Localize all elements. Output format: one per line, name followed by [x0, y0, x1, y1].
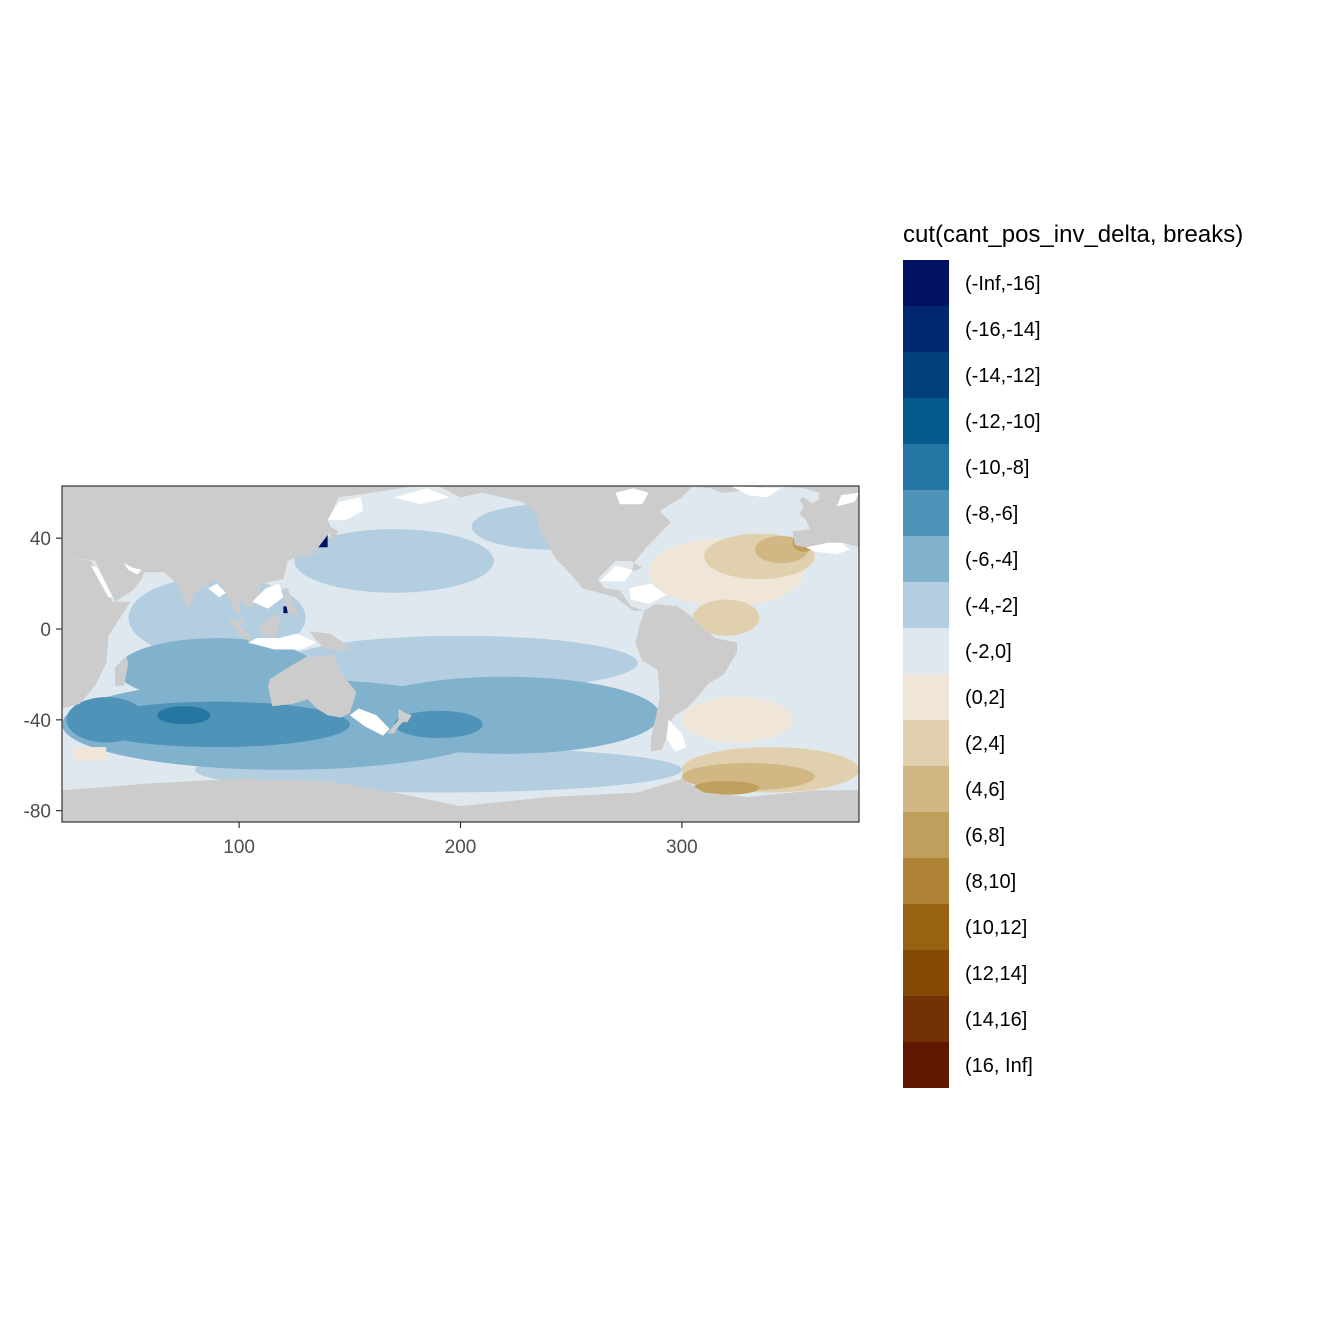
nodata-sea-okhotsk — [327, 497, 364, 521]
land-layer — [62, 486, 859, 822]
legend-swatch — [903, 306, 949, 352]
land-new-zealand — [387, 708, 412, 734]
nodata-baltic — [836, 492, 859, 507]
field-region — [294, 529, 494, 593]
land-north-america — [438, 486, 693, 611]
legend-label: (-16,-14] — [965, 319, 1041, 341]
legend-swatch — [903, 996, 949, 1042]
nodata-bering — [394, 488, 450, 505]
legend-label: (0,2] — [965, 687, 1005, 709]
legend-label: (14,16] — [965, 1009, 1027, 1031]
field-region — [84, 701, 350, 748]
legend: (-Inf,-16] (-16,-14] (-14,-12] (-12,-10] (-1… — [903, 260, 1041, 1088]
legend-label: (-8,-6] — [965, 503, 1018, 525]
y-tick-label: -80 — [24, 802, 51, 823]
legend-label: (10,12] — [965, 917, 1027, 939]
legend-swatch — [903, 766, 949, 812]
legend-swatch — [903, 720, 949, 766]
nodata-arctic-atlantic — [730, 486, 782, 498]
field-region — [692, 781, 760, 795]
field-region — [349, 676, 660, 754]
legend-swatch — [903, 398, 949, 444]
nodata-mediterranean — [805, 542, 851, 555]
legend-label: (-4,-2] — [965, 595, 1018, 617]
land-japan — [305, 526, 339, 559]
land-europe — [770, 486, 859, 548]
land-africa — [62, 556, 131, 709]
field-region — [157, 706, 211, 725]
land-new-guinea — [310, 631, 350, 652]
field-region — [117, 638, 317, 702]
y-tick-label: 0 — [40, 620, 51, 641]
land-sumatra — [228, 617, 253, 643]
field-region — [283, 606, 291, 614]
field-region — [681, 697, 793, 743]
nodata-caribbean — [628, 583, 667, 605]
nodata-gulf-mexico — [600, 565, 634, 582]
legend-label: (-10,-8] — [965, 457, 1029, 479]
legend-label: (8,10] — [965, 871, 1016, 893]
legend-label: (-14,-12] — [965, 365, 1041, 387]
legend-label: (-2,0] — [965, 641, 1012, 663]
nodata-layer — [90, 486, 859, 752]
field-layer — [62, 486, 859, 822]
legend-swatch — [903, 260, 949, 306]
field-region — [283, 635, 638, 691]
x-tick-label: 300 — [666, 837, 698, 858]
land-south-america — [635, 604, 738, 752]
legend-swatch — [903, 950, 949, 996]
land-australia — [267, 654, 357, 718]
nodata-tasman — [349, 708, 390, 736]
legend-label: (-Inf,-16] — [965, 273, 1041, 295]
nodata-patagonia-shelf — [666, 719, 687, 752]
legend-swatch — [903, 352, 949, 398]
land-antarctica — [62, 778, 859, 822]
legend-label: (2,4] — [965, 733, 1005, 755]
y-tick-label: -40 — [24, 711, 51, 732]
x-tick-label: 100 — [223, 837, 255, 858]
nodata-persian-gulf — [124, 563, 142, 575]
legend-swatch — [903, 812, 949, 858]
land-borneo — [259, 613, 282, 639]
x-axis: 100 200 300 — [223, 822, 698, 858]
legend-swatch — [903, 490, 949, 536]
field-region — [73, 747, 107, 761]
legend-label: (-12,-10] — [965, 411, 1041, 433]
legend-swatch — [903, 858, 949, 904]
legend-swatch — [903, 582, 949, 628]
legend-swatch — [903, 536, 949, 582]
legend-swatch — [903, 628, 949, 674]
field-region — [394, 710, 483, 738]
legend-label: (-6,-4] — [965, 549, 1018, 571]
land-philippines — [283, 588, 297, 616]
nodata-indonesia — [248, 633, 317, 650]
legend-label: (12,14] — [965, 963, 1027, 985]
legend-swatch — [903, 674, 949, 720]
legend-swatch — [903, 444, 949, 490]
land-asia — [62, 486, 417, 627]
legend-swatch — [903, 1042, 949, 1088]
legend-label: (16, Inf] — [965, 1055, 1033, 1077]
x-tick-label: 200 — [445, 837, 477, 858]
field-region — [692, 599, 760, 636]
map-panel — [62, 486, 859, 822]
nodata-bay-of-bengal — [208, 583, 226, 598]
legend-swatch — [903, 904, 949, 950]
nodata-hudson — [615, 488, 649, 505]
nodata-red-sea — [90, 565, 113, 598]
land-madagascar — [115, 656, 129, 686]
nodata-south-china-sea — [252, 583, 284, 609]
y-tick-label: 40 — [30, 529, 51, 550]
legend-label: (6,8] — [965, 825, 1005, 847]
legend-label: (4,6] — [965, 779, 1005, 801]
legend-title: cut(cant_pos_inv_delta, breaks) — [903, 221, 1243, 248]
field-region — [66, 697, 147, 743]
land-uk — [799, 497, 815, 516]
y-axis: 40 0 -40 -80 — [24, 529, 62, 823]
